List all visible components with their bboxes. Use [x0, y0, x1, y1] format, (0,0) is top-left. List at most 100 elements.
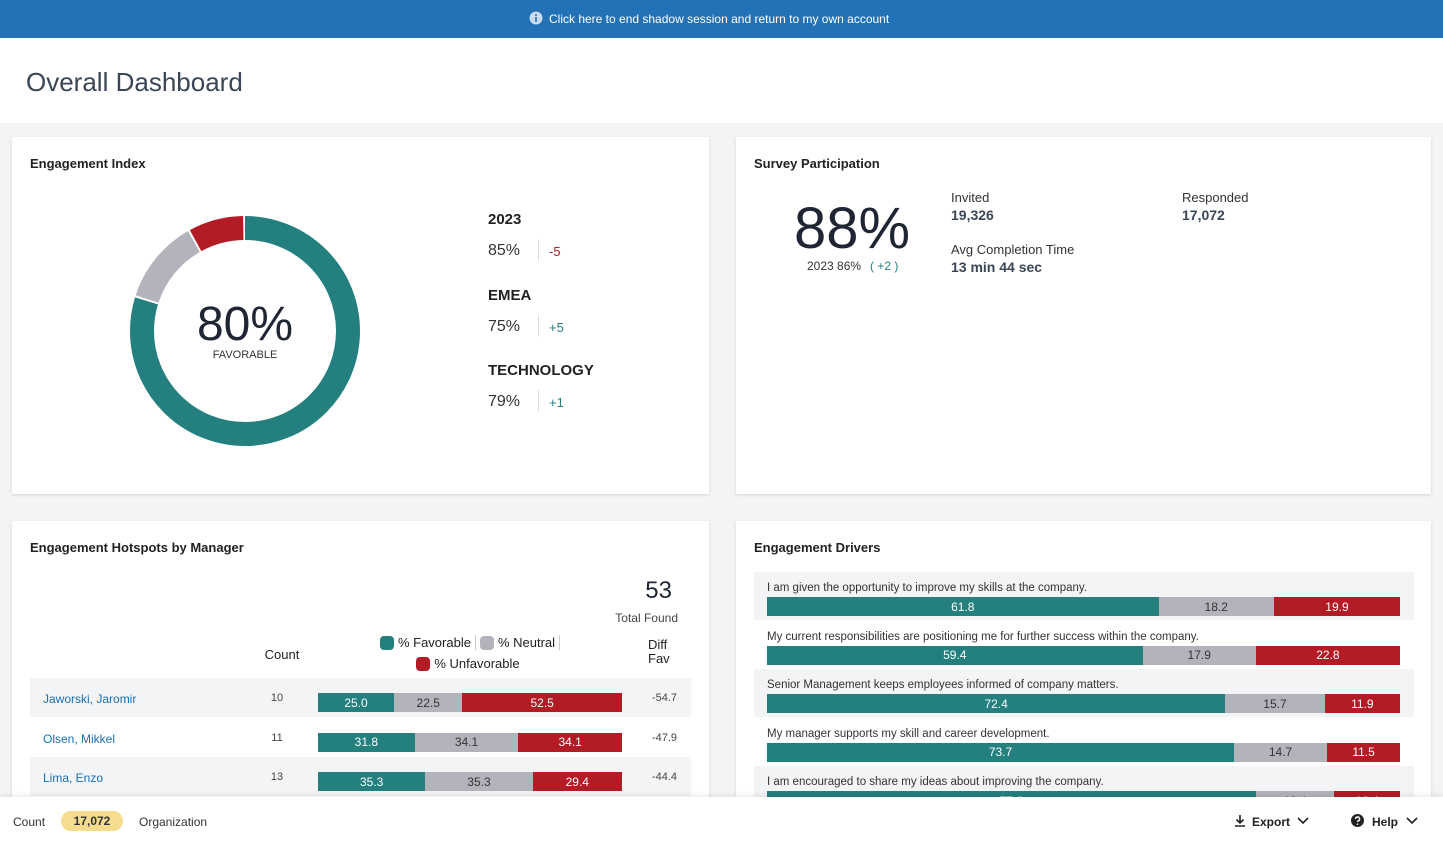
bar-segment: 73.7 [767, 742, 1234, 762]
bar-segment: 29.4 [532, 772, 622, 791]
bar-segment: 52.5 [462, 693, 622, 712]
bar-label: 34.1 [558, 735, 582, 749]
bar-label: 73.7 [988, 745, 1013, 759]
bar-label: 31.8 [354, 735, 379, 749]
total: 53 [645, 577, 672, 604]
comparison-value: 85% [488, 242, 521, 259]
legend-swatch [416, 656, 431, 671]
comparison-sep [538, 239, 539, 261]
bar-label: 35.3 [359, 774, 384, 789]
engagement-index-card: Engagement Index 80% FAVORABLE 2023 85% -5… [12, 137, 709, 494]
stat-label: Avg Completion Time [951, 242, 1075, 257]
card-title: Engagement Drivers [754, 540, 881, 555]
diff-header: Diff Fav [648, 637, 670, 666]
bar-label: 22.5 [416, 695, 440, 710]
card-title: Survey Participation [754, 156, 880, 171]
bar-segment: 34.1 [414, 732, 519, 752]
comparison-label: TECHNOLOGY [488, 362, 594, 379]
bar-segment: 35.3 [425, 772, 533, 791]
bar-segment: 35.3 [318, 772, 426, 791]
bar-segment: 19.9 [1273, 597, 1400, 616]
legend-item: % Unfavorable [412, 656, 523, 671]
legend-item: % Favorable [376, 635, 475, 650]
stat-value: 19,326 [951, 207, 994, 223]
card-title: Engagement Index [30, 156, 146, 171]
comparison-diff: +5 [549, 319, 564, 335]
manager-name[interactable]: Olsen, Mikkel [43, 731, 116, 746]
bar-segment: 25.0 [318, 693, 394, 712]
export-icon [1235, 815, 1245, 827]
drivers-card: Engagement Drivers I am given the opport… [736, 521, 1431, 841]
stacked-bar: 31.8 34.1 34.1 [318, 732, 622, 752]
export-button[interactable]: Export [1252, 815, 1291, 829]
participation-rate: 88% [794, 196, 911, 261]
scope[interactable]: Organization [139, 815, 208, 829]
help-icon [1351, 814, 1364, 827]
bar-label: 72.4 [984, 696, 1008, 711]
banner[interactable]: Click here to end shadow session and ret… [0, 0, 1443, 38]
compare-diff: ( +2 ) [870, 259, 899, 273]
count-label: Count [13, 815, 46, 829]
legend-text: % Neutral [497, 635, 556, 650]
bar-label: 52.5 [530, 695, 554, 710]
row-diff: -44.4 [651, 771, 677, 783]
stat-label: Invited [951, 190, 990, 205]
bar-segment: 11.5 [1327, 742, 1400, 762]
bar-label: 34.1 [454, 735, 479, 749]
card-title: Engagement Hotspots by Manager [30, 540, 244, 555]
row-diff: -47.9 [651, 731, 677, 744]
row-count: 13 [270, 771, 284, 783]
bar-label: 61.8 [951, 599, 975, 614]
bar-segment: 59.4 [767, 645, 1143, 665]
count-badge: 17,072 [61, 811, 123, 831]
bar-label: 11.9 [1351, 696, 1374, 711]
stat-label: Responded [1182, 190, 1249, 205]
manager-name[interactable]: Jaworski, Jaromir [43, 692, 137, 706]
bar-segment: 11.9 [1324, 694, 1400, 713]
banner-text[interactable]: Click here to end shadow session and ret… [549, 12, 890, 26]
driver-question: My current responsibilities are position… [767, 630, 1199, 643]
comparison-label: EMEA [488, 286, 532, 304]
comparison-value: 79% [488, 393, 521, 410]
stacked-bar: 72.4 15.7 11.9 [767, 694, 1400, 713]
legend-text: % Favorable [397, 635, 471, 650]
bar-segment: 18.2 [1158, 597, 1274, 616]
bar-segment: 17.9 [1142, 645, 1256, 665]
donut-segment [130, 216, 360, 446]
help-button[interactable]: Help [1372, 815, 1399, 829]
comparison-diff: +1 [549, 395, 564, 410]
bar-label: 35.3 [467, 774, 491, 789]
bar-label: 11.5 [1352, 745, 1375, 759]
bar-segment: 22.8 [1255, 645, 1400, 665]
driver-question: I am encouraged to share my ideas about … [767, 776, 1104, 788]
comparison-label: 2023 [488, 211, 522, 228]
legend-swatch [379, 635, 394, 650]
stat-value: 13 min 44 sec [951, 259, 1043, 275]
row-count: 11 [271, 731, 283, 744]
stacked-bar: 73.7 14.7 11.5 [767, 742, 1400, 762]
bar-segment: 34.1 [518, 732, 622, 752]
manager-name[interactable]: Lima, Enzo [43, 771, 104, 785]
chevron [1297, 817, 1309, 825]
driver-question: Senior Management keeps employees inform… [767, 679, 1119, 691]
stacked-bar: 59.4 17.9 22.8 [767, 645, 1400, 665]
comparison-value: 75% [488, 317, 521, 335]
footer: Count 17,072 Organization Export Help [0, 797, 1443, 841]
stacked-bar: 25.0 22.5 52.5 [318, 693, 622, 712]
bar-label: 22.8 [1316, 648, 1340, 662]
driver-question: I am given the opportunity to improve my… [767, 582, 1088, 594]
bar-label: 15.7 [1263, 696, 1287, 711]
bar-label: 25.0 [344, 695, 368, 710]
legend-item: % Neutral [474, 635, 561, 650]
bar-label: 17.9 [1187, 648, 1211, 662]
row-count: 10 [270, 692, 284, 704]
row-diff: -54.7 [651, 692, 677, 704]
bar-segment: 14.7 [1233, 742, 1328, 762]
center-caption: FAVORABLE [212, 349, 278, 361]
total-caption: Total Found [615, 611, 678, 625]
count-header: Count [264, 647, 300, 662]
center-value: 80% [196, 298, 294, 351]
comparison-sep [538, 314, 539, 337]
bar-label: 29.4 [565, 774, 589, 789]
bar-label: 18.2 [1204, 599, 1228, 614]
